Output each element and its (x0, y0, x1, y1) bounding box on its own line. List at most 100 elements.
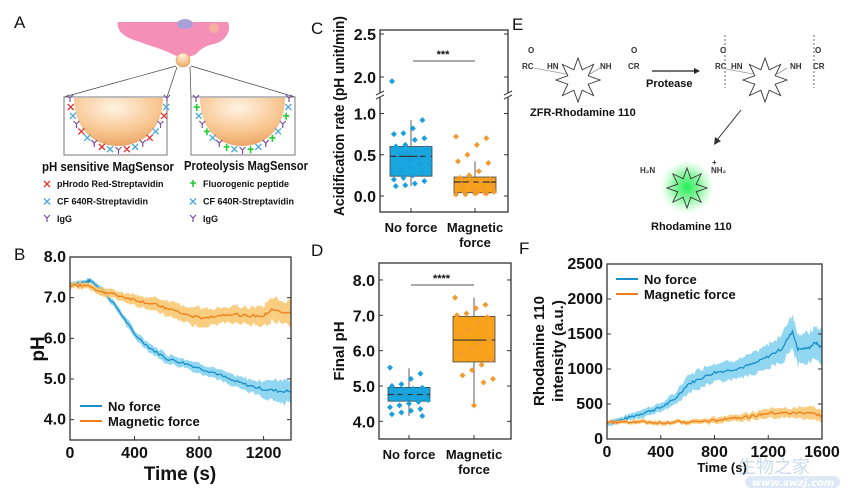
y-tick-label: 5.0 (44, 371, 66, 388)
ph-sensor-title: pH sensitive MagSensor (42, 160, 174, 174)
igg-icon (90, 139, 98, 148)
data-point (406, 400, 412, 407)
rhodamine-star-icon (665, 166, 709, 210)
data-point (464, 151, 471, 158)
data-point (389, 168, 395, 175)
data-point (469, 367, 476, 374)
data-point (406, 156, 413, 163)
b-ylabel: pH (28, 336, 49, 361)
data-point (387, 404, 393, 411)
phrodo-icon (77, 127, 85, 135)
data-point (398, 381, 405, 388)
category-label: force (459, 235, 491, 250)
data-point (483, 135, 490, 142)
data-point (419, 117, 426, 124)
peptide-icon (283, 112, 290, 120)
data-point (394, 396, 401, 403)
cf640r-icon (83, 134, 91, 142)
y-tick-label: 7.0 (353, 308, 375, 325)
y-tick-label: 1.0 (354, 107, 376, 124)
data-point (479, 184, 486, 191)
data-point (419, 413, 426, 420)
y-tick-label: 5.0 (353, 379, 375, 396)
data-point (489, 183, 496, 190)
watermark: 生物之家 www.swzj.com (738, 457, 840, 489)
cf640r-icon (230, 145, 238, 153)
data-point (468, 179, 475, 186)
series-line-0 (69, 277, 292, 394)
hn-group: HN (731, 62, 743, 71)
carbonyl-o: O (815, 46, 821, 55)
carbonyl-o: O (631, 46, 637, 55)
nh2-group: NH₂ (711, 166, 727, 175)
data-point (486, 337, 493, 344)
cf640r-icon (131, 143, 139, 151)
data-point (413, 394, 420, 401)
igg-icon (163, 94, 171, 102)
igg-icon (115, 146, 122, 154)
legend-label: Magnetic force (108, 414, 200, 429)
y-tick-label: 6.0 (44, 330, 66, 347)
data-point (465, 326, 472, 333)
watermark-url: www.swzj.com (752, 478, 834, 489)
x-tick-label: 1600 (804, 444, 840, 461)
data-point (415, 155, 422, 162)
data-point (423, 145, 430, 152)
data-point (472, 305, 479, 312)
x-tick-label: 0 (603, 444, 612, 461)
data-point (470, 186, 477, 193)
carbonyl-o: O (528, 46, 534, 55)
bond-line (720, 67, 754, 75)
category-label: Magnetic (447, 220, 503, 235)
data-point (392, 143, 399, 150)
y-tick-label: 8.0 (44, 249, 66, 266)
data-point (484, 314, 491, 321)
series-band-0 (607, 314, 822, 427)
data-point (466, 172, 473, 179)
y-tick-label: 500 (576, 396, 603, 413)
data-point (421, 178, 428, 185)
y-tick-label: 1500 (567, 326, 603, 343)
y-tick-label: 0.0 (354, 189, 376, 206)
box-0 (389, 146, 433, 177)
proteolysis-sensor-hemisphere (200, 98, 285, 146)
legend-label: Magnetic force (644, 287, 736, 302)
y-tick-label: 4.0 (44, 412, 66, 429)
data-point (488, 356, 495, 363)
igg-icon (198, 120, 206, 128)
y-tick-label: 2500 (567, 256, 603, 273)
nh-group: NH (790, 62, 802, 71)
proteolysis-sensor-legend-label: IgG (203, 214, 218, 224)
cell-blob (117, 22, 230, 57)
igg-icon (139, 139, 147, 148)
positive-charge: + (712, 158, 717, 167)
data-point (487, 176, 494, 183)
cf640r-icon (284, 103, 292, 111)
data-point (473, 189, 480, 196)
x-tick-label: 0 (66, 445, 75, 462)
data-point (407, 407, 414, 414)
significance-stars: **** (433, 273, 451, 285)
data-point (471, 402, 477, 409)
series-band-0 (70, 277, 291, 406)
data-point (417, 370, 424, 377)
data-point (407, 375, 414, 382)
data-point (388, 411, 395, 418)
rc-group: RC (522, 62, 534, 71)
data-point (388, 382, 395, 389)
bond-line (589, 67, 601, 75)
data-point (400, 130, 407, 137)
cf640r-icon (274, 127, 282, 135)
axis-break-gap (504, 93, 512, 97)
f-ylabel-line2: intensity (a.u.) (550, 300, 567, 402)
data-point (457, 351, 464, 358)
data-point (425, 397, 431, 404)
data-point (413, 147, 420, 154)
data-point (483, 190, 490, 197)
ph-sensor-legend-label: CF 640R-Streptavidin (57, 197, 148, 207)
ph-sensor-legend-label: pHrodo Red-Streptavidin (57, 179, 164, 189)
bond-line (776, 67, 788, 75)
zoom-line (190, 65, 296, 98)
data-point (473, 141, 480, 148)
